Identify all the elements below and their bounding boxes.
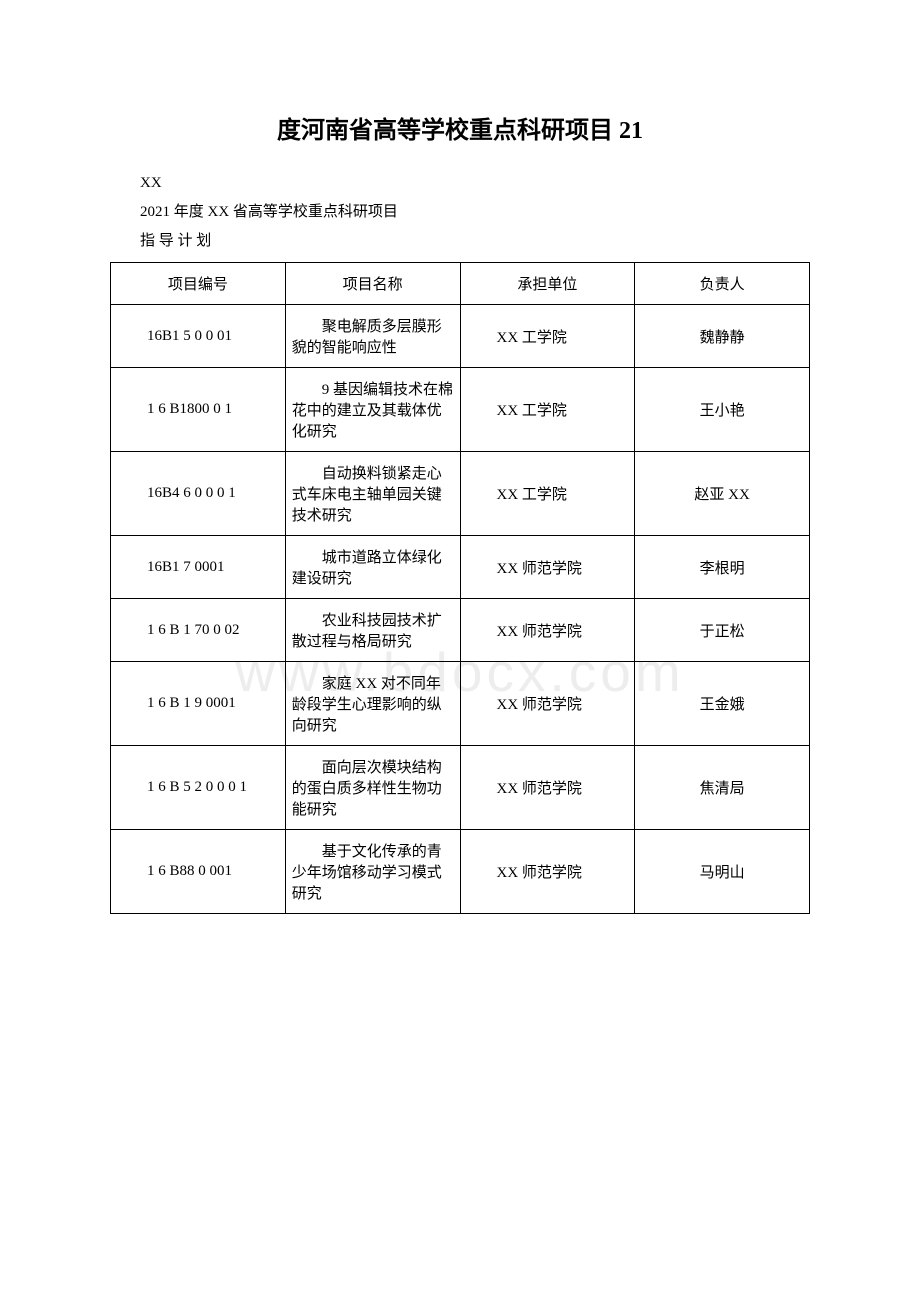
- cell-name: 基于文化传承的青少年场馆移动学习模式研究: [285, 830, 460, 914]
- cell-unit: XX 工学院: [460, 305, 635, 368]
- table-row: 1 6 B88 0 001 基于文化传承的青少年场馆移动学习模式研究 XX 师范…: [111, 830, 810, 914]
- cell-unit: XX 工学院: [460, 452, 635, 536]
- cell-code: 1 6 B88 0 001: [111, 830, 286, 914]
- cell-code: 1 6 B 5 2 0 0 0 1: [111, 746, 286, 830]
- meta-year: 2021 年度 XX 省高等学校重点科研项目: [110, 200, 810, 221]
- col-header-person: 负责人: [635, 263, 810, 305]
- cell-person: 马明山: [635, 830, 810, 914]
- cell-code: 1 6 B 1 70 0 02: [111, 599, 286, 662]
- cell-code: 16B1 7 0001: [111, 536, 286, 599]
- cell-name: 9 基因编辑技术在棉花中的建立及其载体优化研究: [285, 368, 460, 452]
- meta-label-xx: XX: [110, 175, 810, 192]
- table-header-row: 项目编号 项目名称 承担单位 负责人: [111, 263, 810, 305]
- cell-name: 家庭 XX 对不同年龄段学生心理影响的纵向研究: [285, 662, 460, 746]
- col-header-code: 项目编号: [111, 263, 286, 305]
- cell-person: 于正松: [635, 599, 810, 662]
- cell-name: 自动换料锁紧走心式车床电主轴单园关键技术研究: [285, 452, 460, 536]
- table-row: 1 6 B 1 9 0001 家庭 XX 对不同年龄段学生心理影响的纵向研究 X…: [111, 662, 810, 746]
- table-row: 1 6 B 1 70 0 02 农业科技园技术扩散过程与格局研究 XX 师范学院…: [111, 599, 810, 662]
- table-row: 16B1 5 0 0 01 聚电解质多层膜形貌的智能响应性 XX 工学院 魏静静: [111, 305, 810, 368]
- cell-name: 聚电解质多层膜形貌的智能响应性: [285, 305, 460, 368]
- cell-unit: XX 师范学院: [460, 746, 635, 830]
- document-content: 度河南省高等学校重点科研项目 21 XX 2021 年度 XX 省高等学校重点科…: [110, 110, 810, 914]
- page-title: 度河南省高等学校重点科研项目 21: [110, 110, 810, 145]
- cell-code: 1 6 B 1 9 0001: [111, 662, 286, 746]
- cell-unit: XX 师范学院: [460, 599, 635, 662]
- table-row: 16B1 7 0001 城市道路立体绿化建设研究 XX 师范学院 李根明: [111, 536, 810, 599]
- cell-person: 赵亚 XX: [635, 452, 810, 536]
- cell-person: 王金娥: [635, 662, 810, 746]
- cell-name: 城市道路立体绿化建设研究: [285, 536, 460, 599]
- cell-unit: XX 师范学院: [460, 830, 635, 914]
- cell-code: 16B1 5 0 0 01: [111, 305, 286, 368]
- meta-plan: 指 导 计 划: [110, 229, 810, 250]
- cell-unit: XX 工学院: [460, 368, 635, 452]
- cell-code: 16B4 6 0 0 0 1: [111, 452, 286, 536]
- cell-name: 面向层次模块结构的蛋白质多样性生物功能研究: [285, 746, 460, 830]
- table-row: 16B4 6 0 0 0 1 自动换料锁紧走心式车床电主轴单园关键技术研究 XX…: [111, 452, 810, 536]
- cell-code: 1 6 B1800 0 1: [111, 368, 286, 452]
- cell-person: 焦清局: [635, 746, 810, 830]
- cell-person: 王小艳: [635, 368, 810, 452]
- cell-person: 李根明: [635, 536, 810, 599]
- cell-unit: XX 师范学院: [460, 536, 635, 599]
- cell-person: 魏静静: [635, 305, 810, 368]
- col-header-unit: 承担单位: [460, 263, 635, 305]
- cell-name: 农业科技园技术扩散过程与格局研究: [285, 599, 460, 662]
- cell-unit: XX 师范学院: [460, 662, 635, 746]
- table-body: 16B1 5 0 0 01 聚电解质多层膜形貌的智能响应性 XX 工学院 魏静静…: [111, 305, 810, 914]
- projects-table: 项目编号 项目名称 承担单位 负责人 16B1 5 0 0 01 聚电解质多层膜…: [110, 262, 810, 914]
- table-row: 1 6 B1800 0 1 9 基因编辑技术在棉花中的建立及其载体优化研究 XX…: [111, 368, 810, 452]
- table-row: 1 6 B 5 2 0 0 0 1 面向层次模块结构的蛋白质多样性生物功能研究 …: [111, 746, 810, 830]
- col-header-name: 项目名称: [285, 263, 460, 305]
